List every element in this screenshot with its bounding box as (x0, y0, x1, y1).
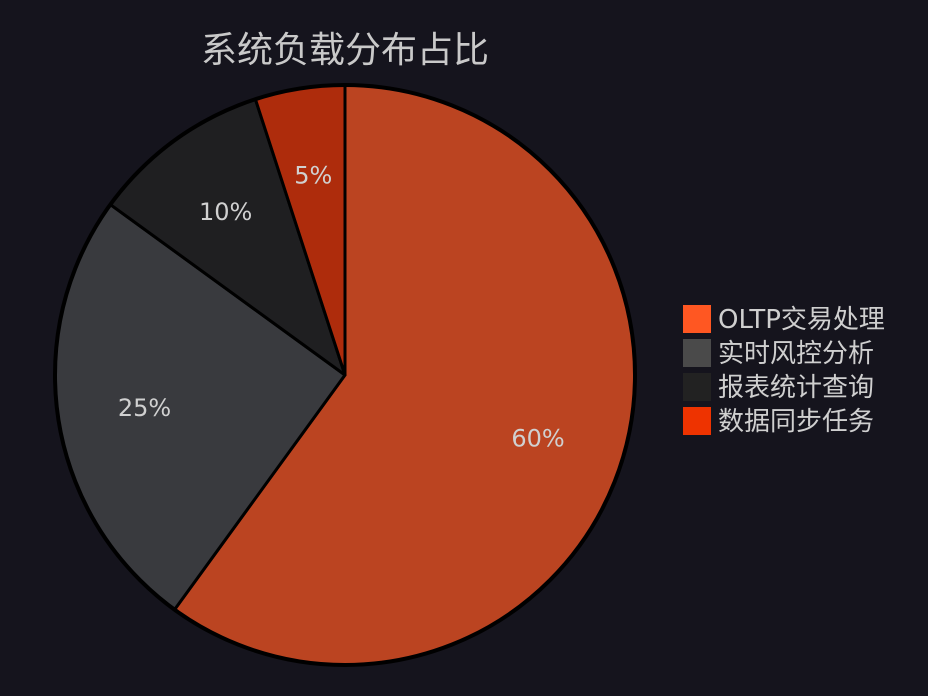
pie-slices (53, 83, 637, 667)
legend-label-3: 报表统计查询 (718, 373, 874, 403)
slice-value-label-4: 5% (294, 162, 332, 190)
legend-label-1: OLTP交易处理 (718, 305, 885, 335)
legend-swatch-2 (683, 339, 711, 367)
pie-outline (53, 83, 637, 667)
chart-title: 系统负载分布占比 (201, 30, 489, 71)
legend-swatch-1 (683, 305, 711, 333)
slice-value-label-3: 10% (199, 198, 252, 226)
slice-value-label-1: 60% (511, 425, 564, 453)
legend-label-2: 实时风控分析 (718, 339, 874, 369)
legend-item-3[interactable]: 报表统计查询 (683, 373, 874, 403)
legend-swatch-4 (683, 407, 711, 435)
legend-swatch-3 (683, 373, 711, 401)
slice-value-label-2: 25% (118, 394, 171, 422)
legend-item-2[interactable]: 实时风控分析 (683, 339, 874, 369)
legend-item-4[interactable]: 数据同步任务 (683, 407, 874, 437)
legend-item-1[interactable]: OLTP交易处理 (683, 305, 885, 335)
legend-label-4: 数据同步任务 (718, 407, 874, 437)
slice-labels: 60% 25% 10% 5% (118, 162, 565, 453)
